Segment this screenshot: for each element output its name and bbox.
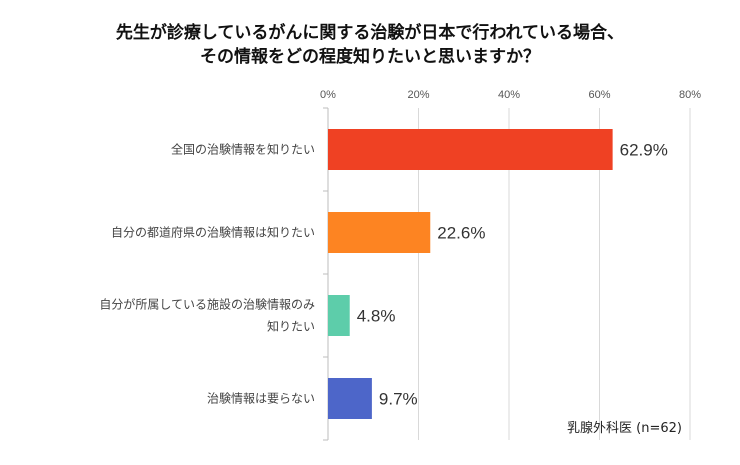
chart-title-line-1: 先生が診療しているがんに関する治験が日本で行われている場合、 xyxy=(115,23,625,43)
x-tick-label: 40% xyxy=(498,89,520,101)
bar xyxy=(328,212,431,253)
x-tick-label: 60% xyxy=(588,89,610,101)
category-label: 自分の都道府県の治験情報は知りたい xyxy=(111,225,315,240)
bar xyxy=(328,378,372,419)
x-tick-label: 0% xyxy=(320,89,336,101)
category-label: 知りたい xyxy=(267,320,315,334)
category-label: 自分が所属している施設の治験情報のみ xyxy=(99,297,315,312)
x-tick-label: 80% xyxy=(679,89,701,101)
value-label: 62.9% xyxy=(620,141,668,160)
value-label: 4.8% xyxy=(357,307,396,326)
value-label: 22.6% xyxy=(437,224,485,243)
bar xyxy=(328,129,613,170)
value-label: 9.7% xyxy=(379,390,418,409)
sample-note: 乳腺外科医 (n=62) xyxy=(567,421,682,436)
bar xyxy=(328,295,350,336)
x-tick-label: 20% xyxy=(407,89,429,101)
chart-title-line-2: その情報をどの程度知りたいと思いますか？ xyxy=(200,47,540,67)
category-label: 治験情報は要らない xyxy=(207,391,315,406)
category-label: 全国の治験情報を知りたい xyxy=(171,142,315,157)
